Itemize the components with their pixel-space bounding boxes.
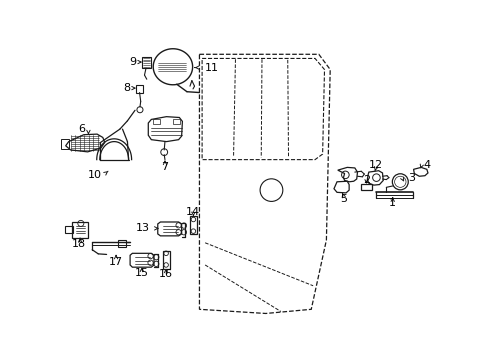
Text: 15: 15 <box>135 268 148 278</box>
Text: 1: 1 <box>388 198 395 208</box>
Text: 13: 13 <box>136 223 150 233</box>
Text: 10: 10 <box>88 170 102 180</box>
Bar <box>118 240 126 247</box>
Text: 14: 14 <box>186 207 200 217</box>
Text: 5: 5 <box>339 194 346 204</box>
Text: 11: 11 <box>205 63 219 73</box>
Bar <box>136 85 142 93</box>
Text: 17: 17 <box>109 257 123 267</box>
Bar <box>163 251 169 269</box>
Text: 4: 4 <box>423 159 429 170</box>
Bar <box>65 226 73 233</box>
Bar <box>153 118 159 124</box>
Bar <box>190 216 196 234</box>
Text: 12: 12 <box>368 160 382 170</box>
Text: 18: 18 <box>72 239 86 249</box>
Bar <box>361 184 371 190</box>
Bar <box>142 57 150 68</box>
Bar <box>173 118 180 124</box>
Bar <box>61 139 69 149</box>
Text: 2: 2 <box>362 175 369 185</box>
Text: 9: 9 <box>129 57 136 67</box>
Text: 3: 3 <box>407 174 414 184</box>
Text: 6: 6 <box>78 123 85 134</box>
Text: 7: 7 <box>161 162 168 172</box>
Bar <box>72 222 88 238</box>
Text: 16: 16 <box>159 269 173 279</box>
Text: 8: 8 <box>122 82 130 93</box>
